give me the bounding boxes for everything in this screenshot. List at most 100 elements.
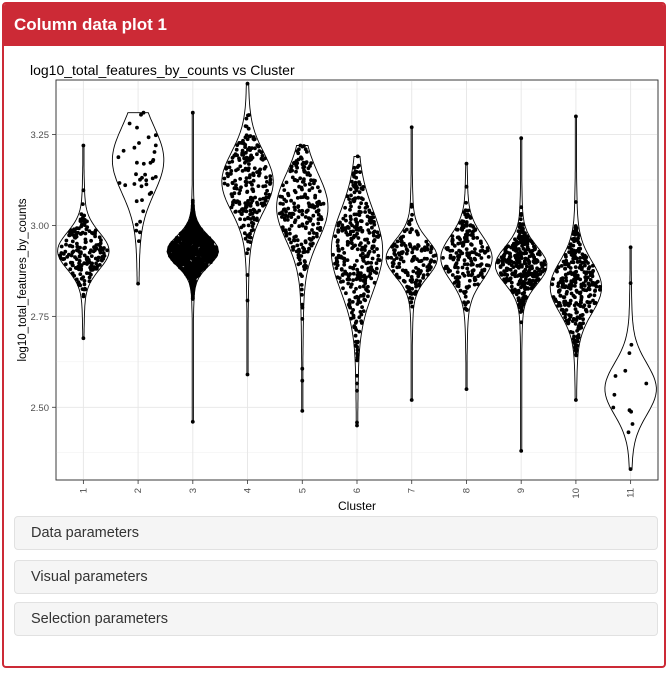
data-point [578,256,583,260]
data-point [230,155,235,160]
data-point [97,248,102,253]
data-point [345,239,350,244]
data-point [466,300,470,304]
data-point [335,275,340,280]
plot-area[interactable]: 2.50 2.75 3.00 3.25 1 2 3 4 5 6 7 8 9 10 11 Cluster log1… [4,48,666,518]
data-point [278,201,283,206]
data-point [475,236,480,240]
data-point [366,240,371,245]
data-point [150,176,155,181]
data-point [363,206,368,210]
data-point [467,229,472,233]
data-point [416,232,420,237]
data-point [289,223,294,228]
data-point [564,308,569,312]
data-point [347,301,352,306]
data-point [350,223,354,228]
data-point [197,233,202,238]
data-point [568,298,573,303]
data-point [79,212,84,217]
data-point [179,255,184,260]
data-point [523,267,528,272]
data-point [222,181,227,186]
data-point [90,261,94,266]
data-point [584,255,589,260]
data-point [167,252,172,256]
data-point [287,227,292,232]
data-point [464,161,469,166]
data-parameters-box[interactable]: Data parameters [14,516,658,550]
data-point [67,233,72,238]
data-point [578,263,583,268]
x-axis-label: Cluster [338,499,376,513]
data-point [425,246,429,251]
data-point [397,265,402,269]
data-point [519,255,524,260]
data-point [357,190,362,195]
data-point [399,251,404,256]
data-point [567,317,572,322]
data-point [234,186,239,191]
data-point [587,304,592,309]
data-point [463,237,468,242]
selection-parameters-box[interactable]: Selection parameters [14,602,658,636]
data-point [251,171,256,176]
y-tick-label: 3.25 [31,130,50,141]
data-point [591,263,595,268]
data-point [299,156,304,161]
data-point [136,281,141,286]
data-point [96,258,100,263]
data-point [584,271,588,276]
data-point [348,200,353,205]
data-point [296,151,301,156]
data-point [286,206,291,211]
data-point [311,213,316,218]
data-point [186,272,191,277]
data-point [627,408,632,413]
data-point [281,183,285,188]
data-point [354,183,358,188]
data-point [143,172,148,177]
data-point [73,266,78,270]
data-point [305,220,309,225]
data-point [563,315,567,320]
data-point [409,204,414,209]
x-tick-label: 1 [78,488,89,493]
data-point [359,319,364,323]
visual-parameters-box[interactable]: Visual parameters [14,560,658,594]
data-point [512,242,516,247]
data-point [503,248,508,253]
data-point [70,263,75,268]
data-point [73,255,77,259]
data-point [401,259,406,264]
data-point [367,230,372,235]
data-point [410,296,415,301]
violin-plot[interactable]: 2.50 2.75 3.00 3.25 1 2 3 4 5 6 7 8 9 10 11 Cluster log1… [4,48,666,518]
data-point [627,351,632,355]
data-point [251,178,256,183]
data-point [89,238,93,243]
data-point [575,315,580,320]
data-point [302,267,307,272]
x-tick-label: 6 [352,488,363,493]
data-point [244,201,249,206]
data-point [516,266,521,270]
data-point [471,268,475,273]
data-point [97,263,102,267]
data-point [568,245,572,250]
data-point [359,247,364,252]
data-point [193,270,198,275]
data-point [102,246,106,250]
data-point [245,251,249,256]
violin-2 [111,112,165,285]
data-point [70,271,75,276]
data-point [533,269,537,274]
data-point [245,81,250,86]
data-point [514,292,519,297]
data-point [341,286,345,291]
data-point [67,252,71,257]
data-point [78,219,83,224]
data-point [181,252,186,257]
chart-title: log10_total_features_by_counts vs Cluste… [30,62,295,78]
data-point [372,229,377,234]
